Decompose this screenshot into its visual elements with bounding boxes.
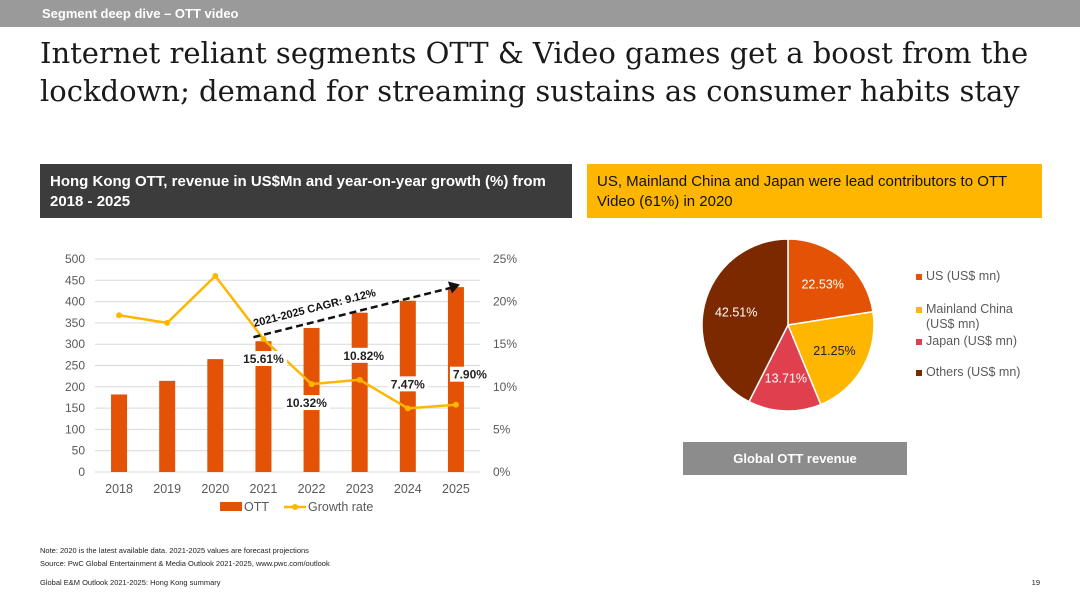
- y-axis-tick-label: 300: [65, 337, 85, 351]
- y2-axis-tick-label: 0%: [493, 465, 511, 479]
- page-title: Internet reliant segments OTT & Video ga…: [40, 36, 1029, 108]
- pie-slice: [701, 238, 789, 403]
- pie-chart-title: US, Mainland China and Japan were lead c…: [587, 164, 1042, 218]
- y2-axis-tick-label: 25%: [493, 252, 517, 266]
- growth-data-label: 7.90%: [453, 368, 487, 382]
- y-axis-tick-label: 500: [65, 252, 85, 266]
- footnote: Note: 2020 is the latest available data.…: [40, 546, 309, 555]
- bar-chart-title: Hong Kong OTT, revenue in US$Mn and year…: [40, 164, 572, 218]
- y-axis-tick-label: 100: [65, 422, 85, 436]
- pie-value-label: 42.51%: [715, 306, 757, 320]
- growth-data-label: 15.61%: [243, 352, 284, 366]
- cagr-arrowhead: [447, 281, 460, 294]
- ott-bar: [207, 359, 224, 472]
- x-axis-tick-label: 2022: [298, 482, 326, 496]
- growth-rate-point: [164, 319, 171, 326]
- ott-bar: [255, 341, 272, 472]
- pie-legend-swatch: [916, 274, 922, 280]
- x-axis-tick-label: 2023: [346, 482, 374, 496]
- y-axis-tick-label: 450: [65, 273, 85, 287]
- growth-rate-point: [212, 273, 219, 280]
- ott-bar: [111, 394, 128, 472]
- ott-bar: [159, 380, 176, 472]
- pie-value-label: 22.53%: [801, 277, 843, 291]
- growth-rate-point: [308, 381, 315, 388]
- data-label-background: [239, 351, 288, 367]
- legend-ott-label: OTT: [244, 500, 269, 514]
- y-axis-tick-label: 0: [78, 465, 85, 479]
- document-title: Global E&M Outlook 2021-2025: Hong Kong …: [40, 578, 221, 587]
- y-axis-tick-label: 350: [65, 316, 85, 330]
- x-axis-tick-label: 2020: [201, 482, 229, 496]
- cagr-arrow: [253, 286, 453, 339]
- pie-legend-swatch: [916, 370, 922, 376]
- growth-rate-point: [404, 405, 411, 412]
- y2-axis-tick-label: 20%: [493, 295, 517, 309]
- data-label-background: [340, 347, 388, 363]
- x-axis-tick-label: 2021: [250, 482, 278, 496]
- pie-legend-label: Mainland China: [926, 302, 1013, 316]
- pie-legend-label: Japan (US$ mn): [926, 334, 1017, 348]
- y-axis-tick-label: 50: [72, 444, 86, 458]
- growth-rate-point: [356, 376, 363, 383]
- data-label-background: [282, 395, 331, 411]
- pie-legend-label: Others (US$ mn): [926, 365, 1020, 379]
- pie-slice: [747, 323, 822, 412]
- growth-rate-point: [260, 336, 267, 343]
- pie-legend-swatch: [916, 307, 922, 313]
- growth-rate-point: [452, 401, 459, 408]
- source-note: Source: PwC Global Entertainment & Media…: [40, 559, 330, 568]
- y-axis-tick-label: 250: [65, 359, 85, 373]
- growth-rate-point: [116, 312, 123, 319]
- x-axis-tick-label: 2024: [394, 482, 422, 496]
- legend-growth-label: Growth rate: [308, 500, 373, 514]
- ott-bar: [351, 312, 368, 472]
- growth-data-label: 10.82%: [343, 349, 384, 363]
- y-axis-tick-label: 400: [65, 295, 85, 309]
- pie-slice: [786, 310, 875, 406]
- y2-axis-tick-label: 15%: [493, 337, 517, 351]
- data-label-background: [449, 366, 490, 382]
- growth-rate-line: [118, 274, 457, 410]
- pie-caption: Global OTT revenue: [683, 442, 907, 475]
- y-axis-tick-label: 200: [65, 380, 85, 394]
- x-axis-tick-label: 2018: [105, 482, 133, 496]
- x-axis-tick-label: 2019: [153, 482, 181, 496]
- section-label: Segment deep dive – OTT video: [42, 6, 239, 21]
- pie-value-label: 21.25%: [813, 344, 855, 358]
- pie-legend-label: US (US$ mn): [926, 269, 1000, 283]
- global-ott-pie-chart: 22.53% 21.25% 13.71% 42.51% US (US$ mn) Mainl…: [701, 238, 1020, 412]
- pie-value-label: 13.71%: [765, 371, 807, 385]
- page-number: 19: [1031, 578, 1040, 587]
- pie-legend-label: (US$ mn): [926, 317, 979, 331]
- growth-data-label: 7.47%: [391, 377, 425, 391]
- revenue-growth-chart: 0 50 100 150 200 250 300 350 400 450 500 0% 5% 10% 15%…: [65, 252, 517, 514]
- legend-growth-marker: [292, 504, 298, 510]
- pie-slice: [787, 238, 874, 326]
- data-label-background: [387, 376, 428, 392]
- legend-ott-swatch: [220, 502, 242, 511]
- x-axis-tick-label: 2025: [442, 482, 470, 496]
- growth-data-label: 10.32%: [286, 396, 327, 410]
- pie-legend-swatch: [916, 339, 922, 345]
- y-axis-tick-label: 150: [65, 401, 85, 415]
- y2-axis-tick-label: 5%: [493, 422, 511, 436]
- section-header-bar: Segment deep dive – OTT video: [0, 0, 1080, 27]
- y2-axis-tick-label: 10%: [493, 380, 517, 394]
